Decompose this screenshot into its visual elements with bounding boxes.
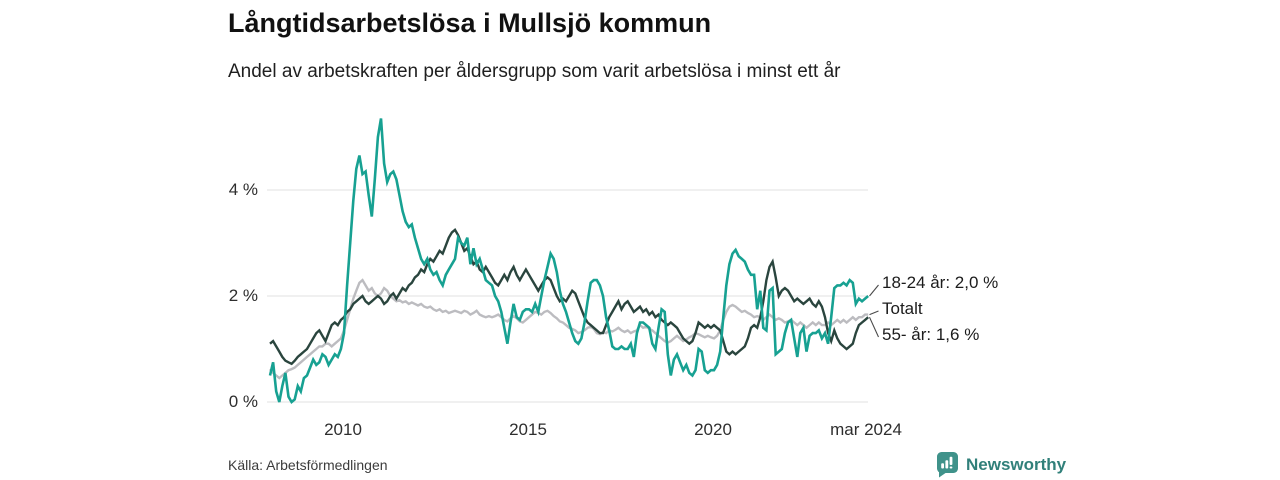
connector-line — [869, 310, 879, 316]
connector-line — [869, 284, 879, 297]
source-note: Källa: Arbetsförmedlingen — [228, 457, 388, 473]
series-line-55-år — [269, 227, 869, 366]
newsworthy-wordmark: Newsworthy — [966, 454, 1067, 474]
x-axis-tick-2015: 2015 — [509, 420, 547, 439]
chart-subtitle: Andel av arbetskraften per åldersgrupp s… — [228, 61, 841, 82]
series-label-18-24: 18-24 år: 2,0 % — [882, 273, 999, 292]
x-axis-tick-mar-2024: mar 2024 — [830, 420, 902, 439]
y-axis-tick-0pct: 0 % — [228, 392, 258, 411]
newsworthy-bar-chart-icon — [937, 452, 958, 478]
series-line-18-24år — [268, 118, 870, 404]
x-axis-tick-2020: 2020 — [694, 420, 732, 439]
series-label-totalt: Totalt — [882, 299, 923, 318]
chart-title: Långtidsarbetslösa i Mullsjö kommun — [228, 8, 712, 38]
connector-line — [868, 316, 880, 338]
series-label-55: 55- år: 1,6 % — [882, 325, 980, 344]
x-axis-tick-2010: 2010 — [324, 420, 362, 439]
y-axis-tick-4pct: 4 % — [228, 180, 258, 199]
chart-lines — [268, 118, 870, 404]
y-axis-tick-2pct: 2 % — [228, 286, 258, 305]
newsworthy-logo[interactable]: Newsworthy — [936, 451, 1066, 478]
label-connector-lines — [868, 284, 880, 338]
